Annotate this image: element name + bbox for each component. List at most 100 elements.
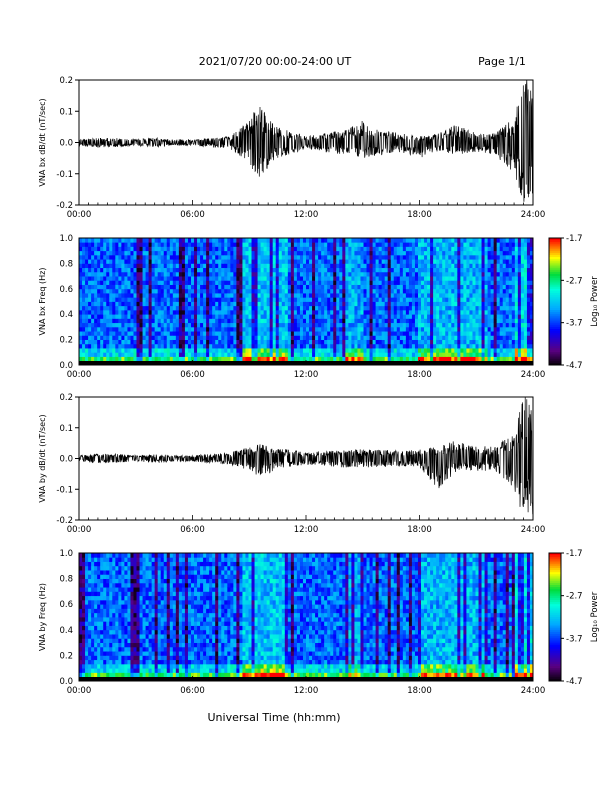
spectrogram-cell [466, 280, 470, 285]
spectrogram-cell [175, 246, 180, 252]
spectrogram-cell [127, 280, 131, 285]
spectrogram-cell [466, 259, 470, 264]
spectrogram-cell [360, 297, 364, 302]
spectrogram-cell [151, 322, 156, 328]
spectrogram-cell [309, 276, 313, 281]
spectrogram-cell [112, 267, 116, 273]
spectrogram-cell [345, 331, 349, 336]
spectrogram-cell [245, 343, 249, 349]
spectrogram-cell [163, 293, 168, 298]
spectrogram-cell [215, 263, 219, 269]
spectrogram-cell [411, 326, 416, 332]
spectrogram-cell [393, 250, 398, 256]
spectrogram-cell [181, 238, 186, 243]
spectrogram-cell [348, 326, 352, 332]
spectrogram-cell [306, 284, 310, 290]
colorbar-segment [549, 238, 561, 241]
spectrogram-cell [472, 284, 476, 290]
spectrogram-cell [169, 267, 174, 273]
spectrogram-cell [200, 267, 204, 273]
spectrogram-cell [514, 259, 519, 264]
spectrogram-cell [324, 331, 328, 336]
spectrogram-cell [402, 242, 407, 247]
spectrogram-cell [148, 254, 153, 260]
spectrogram-cell [212, 305, 216, 311]
spectrogram-cell [381, 242, 386, 247]
spectrogram-cell [275, 356, 280, 362]
spectrogram-cell [381, 254, 386, 260]
spectrogram-cell [387, 352, 392, 357]
spectrogram-cell [448, 246, 452, 252]
spectrogram-cell [97, 293, 101, 298]
spectrogram-cell [145, 250, 150, 256]
spectrogram-cell [342, 267, 346, 273]
colorbar-segment [549, 333, 561, 336]
spectrogram-cell [82, 284, 86, 290]
spectrogram-cell [411, 305, 416, 311]
spectrogram-cell [363, 271, 367, 277]
spectrogram-cell [212, 348, 216, 353]
spectrogram-cell [466, 288, 470, 294]
spectrogram-cell [321, 348, 325, 353]
spectrogram-cell [529, 318, 534, 324]
spectrogram-cell [242, 263, 246, 269]
spectrogram-cell [287, 339, 292, 345]
spectrogram-cell [236, 335, 240, 340]
spectrogram-cell [278, 309, 283, 315]
spectrogram-cell [309, 254, 313, 260]
spectrogram-cell [236, 339, 240, 345]
x-tick-label: 06:00 [180, 370, 205, 380]
spectrogram-cell [348, 246, 352, 252]
spectrogram-cell [523, 280, 528, 285]
spectrogram-cell [142, 309, 146, 315]
spectrogram-cell [421, 271, 425, 277]
spectrogram-cell [399, 238, 404, 243]
spectrogram-cell [103, 322, 107, 328]
spectrogram-cell [251, 293, 255, 298]
spectrogram-cell [100, 238, 104, 243]
spectrogram-cell [212, 352, 216, 357]
spectrogram-cell [299, 259, 304, 264]
spectrogram-cell [79, 617, 83, 622]
spectrogram-cell [130, 348, 134, 353]
spectrogram-cell [345, 343, 349, 349]
spectrogram-cell [160, 288, 165, 294]
spectrogram-cell [318, 242, 322, 247]
spectrogram-cell [299, 293, 304, 298]
spectrogram-cell [160, 238, 165, 243]
spectrogram-cell [91, 314, 95, 319]
spectrogram-cell [390, 335, 395, 340]
spectrogram-cell [142, 280, 146, 285]
spectrogram-cell [200, 331, 204, 336]
spectrogram-cell [511, 254, 516, 260]
spectrogram-cell [118, 318, 122, 324]
spectrogram-cell [257, 339, 261, 345]
spectrogram-cell [372, 246, 377, 252]
spectrogram-cell [408, 297, 413, 302]
spectrogram-cell [163, 280, 168, 285]
spectrogram-cell [469, 246, 473, 252]
spectrogram-cell [526, 293, 531, 298]
spectrogram-cell [408, 301, 413, 307]
spectrogram-cell [203, 301, 207, 307]
spectrogram-cell [454, 280, 458, 285]
spectrogram-cell [302, 238, 307, 243]
spectrogram-cell [408, 309, 413, 315]
spectrogram-cell [209, 318, 213, 324]
spectrogram-cell [103, 326, 107, 332]
spectrogram-cell [427, 271, 431, 277]
spectrogram-cell [227, 343, 231, 349]
spectrogram-cell [109, 326, 113, 332]
spectrogram-cell [100, 276, 104, 281]
spectrogram-cell [94, 629, 98, 635]
spectrogram-cell [257, 331, 261, 336]
spectrogram-cell [154, 297, 159, 302]
spectrogram-cell [363, 339, 367, 345]
spectrogram-cell [266, 314, 271, 319]
spectrogram-cell [414, 263, 419, 269]
spectrogram-cell [184, 305, 189, 311]
colorbar-segment [549, 348, 561, 351]
spectrogram-cell [212, 293, 216, 298]
colorbar-segment [549, 250, 561, 254]
spectrogram-cell [424, 343, 428, 349]
